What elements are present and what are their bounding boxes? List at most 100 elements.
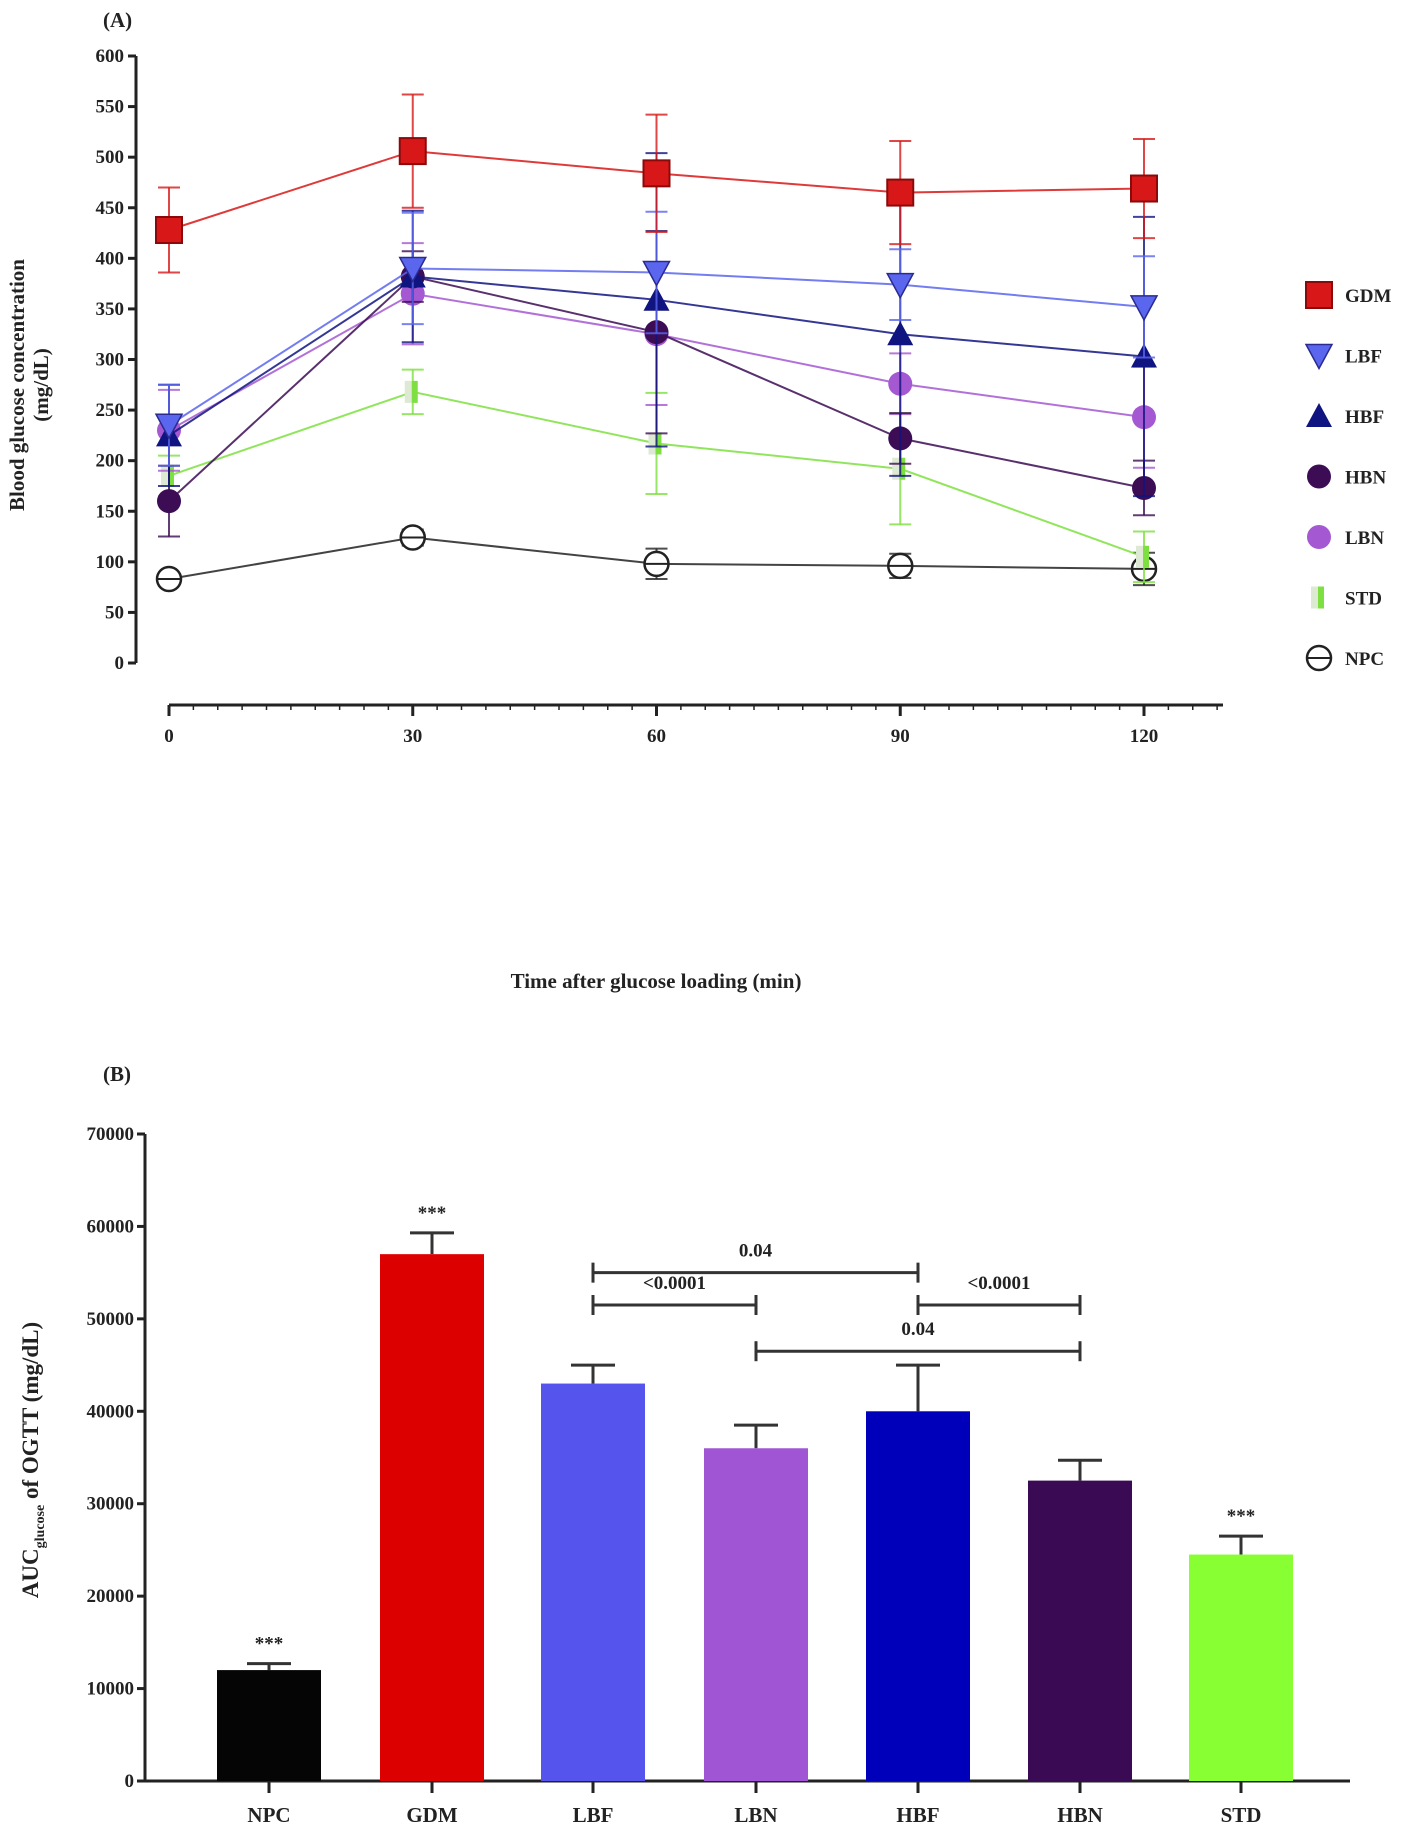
data-point (885, 272, 915, 300)
legend-label: GDM (1345, 286, 1392, 307)
y-tick-label: 500 (96, 147, 125, 168)
panel-b-y-axis-label: AUCglucose of OGTT (mg/dL) (18, 1322, 48, 1598)
p-value-label: <0.0001 (643, 1273, 706, 1294)
legend-marker-lbn (1307, 525, 1331, 549)
y-tick-label: 200 (96, 451, 125, 472)
legend-marker-lbf (1304, 343, 1334, 371)
bar-hbn (1028, 1480, 1132, 1781)
y-tick-label: 0 (115, 653, 125, 674)
data-point (154, 413, 184, 440)
y-label-rest: of OGTT (mg/dL) (18, 1322, 43, 1505)
y-tick-label: 100 (96, 552, 125, 573)
series-gdm (155, 93, 1158, 274)
panel-a-y-axis-label: Blood glucose concentration (mg/dL) (5, 259, 53, 511)
y-tick-label: 600 (96, 46, 125, 67)
data-point (886, 178, 915, 207)
data-point (887, 321, 914, 346)
p-value-label: 0.04 (901, 1319, 935, 1340)
bar-std (1189, 1554, 1293, 1781)
y-tick-label: 250 (96, 400, 125, 421)
x-tick-label: HBF (896, 1803, 939, 1827)
y-tick-label: 450 (96, 198, 125, 219)
data-point (1129, 295, 1159, 322)
x-tick-label: 60 (647, 726, 666, 747)
x-tick-label: 120 (1130, 726, 1159, 747)
panel-a-x-axis-label: Time after glucose loading (min) (511, 969, 802, 993)
p-value-label: 0.04 (739, 1241, 773, 1262)
significance-stars: *** (255, 1634, 284, 1655)
data-point (398, 137, 427, 166)
bar-lbf (541, 1383, 645, 1781)
data-point-shade (648, 432, 657, 455)
data-point (1130, 174, 1158, 203)
series-npc (155, 524, 1158, 593)
y-tick-label: 70000 (87, 1124, 135, 1145)
comparison-bracket: <0.0001 (916, 1273, 1082, 1315)
data-point (655, 432, 662, 455)
data-point-shade (161, 464, 169, 487)
x-tick-label: 0 (164, 726, 174, 747)
legend-label: LBF (1345, 347, 1382, 368)
data-point (168, 464, 174, 487)
y-tick-label: 50 (105, 602, 124, 623)
legend-marker-std-shade (1311, 586, 1319, 609)
y-tick-label: 30000 (87, 1494, 135, 1515)
data-point-shade (404, 380, 413, 403)
comparison-bracket: <0.0001 (591, 1273, 758, 1315)
data-point-shade (892, 457, 901, 480)
x-tick-label: 90 (891, 726, 910, 747)
panel-a-y-axis-unit: (mg/dL) (29, 348, 53, 422)
comparison-bracket: 0.04 (754, 1319, 1082, 1362)
bar-gdm (380, 1254, 484, 1781)
legend-label: NPC (1345, 649, 1384, 670)
significance-stars: *** (418, 1203, 447, 1224)
y-label-sub: glucose (33, 1505, 48, 1549)
legend-label: LBN (1345, 528, 1384, 549)
panel-a-y-axis-title: Blood glucose concentration (5, 259, 29, 511)
data-point (155, 216, 183, 245)
legend-marker-hbf (1306, 403, 1332, 427)
y-tick-label: 350 (96, 299, 125, 320)
y-tick-label: 150 (96, 501, 125, 522)
bar-hbf (866, 1411, 970, 1781)
x-tick-label: NPC (247, 1803, 290, 1827)
y-tick-label: 300 (96, 350, 125, 371)
legend-label: HBN (1345, 468, 1386, 489)
y-tick-label: 0 (125, 1771, 135, 1792)
y-tick-label: 60000 (87, 1216, 135, 1237)
bar-npc (217, 1670, 321, 1781)
data-point (1143, 545, 1149, 568)
p-value-label: <0.0001 (967, 1273, 1030, 1294)
panel-a-legend: GDM LBF HBF HBN LBN STD NPC (1304, 281, 1392, 672)
data-point (642, 260, 671, 288)
panel-b-label: (B) (103, 1062, 131, 1086)
x-tick-label: STD (1221, 1803, 1262, 1827)
y-tick-label: 550 (96, 97, 125, 118)
legend-marker-gdm (1305, 281, 1333, 309)
data-point (157, 489, 181, 514)
significance-stars: *** (1227, 1506, 1256, 1527)
legend-label: STD (1345, 589, 1382, 610)
y-label-main: AUC (18, 1548, 43, 1598)
x-tick-label: LBN (734, 1803, 777, 1827)
data-point (398, 256, 428, 284)
y-tick-label: 50000 (87, 1309, 135, 1330)
y-tick-label: 20000 (87, 1586, 135, 1607)
comparison-bracket: 0.04 (591, 1241, 920, 1283)
y-tick-label: 10000 (87, 1679, 135, 1700)
legend-label: HBF (1345, 407, 1384, 428)
bar-lbn (704, 1448, 808, 1781)
panel-a-label: (A) (103, 8, 132, 32)
x-tick-label: GDM (406, 1803, 458, 1827)
legend-marker-hbn (1307, 464, 1331, 489)
x-tick-label: LBF (573, 1803, 614, 1827)
data-point (642, 159, 671, 188)
legend-marker-std (1318, 586, 1324, 609)
panel-b-bar-chart: 0 10000 20000 30000 40000 50000 60000 70000 NPC *… (87, 1124, 1350, 1827)
panel-a-line-chart: 0 50 100 150 200 250 300 350 400 450 500 550 600 0 30 6… (96, 46, 1223, 747)
x-tick-label: HBN (1057, 1803, 1103, 1827)
data-point (899, 457, 906, 480)
y-tick-label: 40000 (87, 1401, 135, 1422)
y-tick-label: 400 (96, 248, 125, 269)
